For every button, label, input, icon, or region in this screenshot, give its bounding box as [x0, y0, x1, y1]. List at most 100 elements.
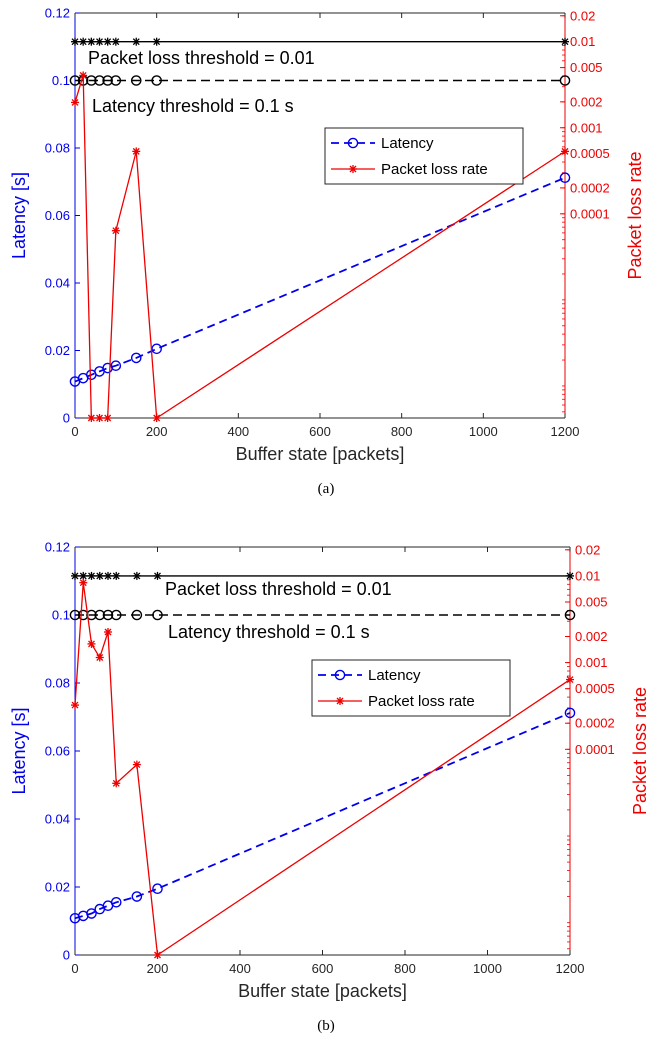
packet-loss-threshold-marker [95, 571, 104, 580]
latency-threshold-marker [110, 609, 122, 621]
latency-threshold-marker [69, 609, 81, 621]
latency-point [110, 897, 122, 908]
y-tick-label-right: 0.0005 [575, 681, 615, 696]
latency-threshold-marker [130, 75, 142, 86]
latency-point [564, 707, 576, 719]
latency-threshold-marker [94, 609, 106, 621]
latency-threshold-marker [102, 75, 113, 86]
packet-loss-threshold-marker [153, 571, 162, 580]
packet-loss-point [112, 779, 121, 788]
legend-box [324, 127, 524, 185]
packet-loss-series-line [74, 75, 566, 420]
y-tick-label-right: 0.0001 [570, 206, 610, 221]
packet-loss-threshold-marker [132, 37, 141, 46]
x-tick-label: 800 [394, 961, 416, 976]
latency-point [559, 172, 571, 183]
y-tick-label-left: 0.12 [45, 6, 70, 21]
latency-threshold-marker [131, 609, 143, 621]
packet-loss-point [79, 71, 88, 80]
packet-loss-point [566, 675, 574, 684]
packet-loss-threshold-marker [104, 571, 112, 580]
y-tick-label-right: 0.002 [570, 94, 603, 109]
x-tick-label: 600 [312, 961, 334, 976]
latency-threshold-marker [86, 75, 97, 86]
y-tick-label-left: 0 [63, 948, 70, 963]
y-tick-label-left: 0.02 [45, 343, 70, 358]
packet-loss-point [87, 414, 96, 422]
y-axis-label-left: Latency [s] [9, 172, 29, 259]
packet-loss-point [561, 147, 569, 156]
y-tick-label-left: 0.1 [52, 73, 70, 88]
packet-loss-point [103, 414, 112, 422]
latency-point [110, 360, 122, 371]
packet-loss-point [132, 760, 141, 769]
annotation-latency-threshold: Latency threshold = 0.1 s [92, 96, 294, 116]
legend-box [311, 659, 511, 717]
y-tick-label-right: 0.0002 [575, 716, 615, 731]
x-tick-label: 1000 [469, 424, 498, 439]
packet-loss-point [153, 951, 162, 959]
packet-loss-point [132, 147, 141, 156]
packet-loss-threshold-marker [132, 571, 141, 580]
packet-loss-threshold-marker [103, 37, 112, 46]
latency-threshold-marker [559, 75, 571, 86]
latency-threshold-marker [94, 75, 105, 86]
x-tick-label: 400 [229, 961, 251, 976]
y-tick-label-left: 0.04 [45, 812, 70, 827]
packet-loss-point [95, 414, 104, 422]
latency-point [151, 343, 162, 355]
x-tick-label: 1200 [551, 424, 580, 439]
packet-loss-threshold-marker [79, 37, 88, 46]
packet-loss-threshold-marker [71, 571, 79, 580]
latency-threshold-marker [110, 75, 122, 86]
chart-panel-b: 0 200 400 600 800 1000 1200 0 0.02 0.04 0.06 0.08 0.… [9, 540, 650, 1035]
legend-label-packet-loss: Packet loss rate [368, 693, 475, 710]
packet-loss-point [152, 414, 161, 422]
packet-loss-threshold-marker [152, 37, 161, 46]
packet-loss-point [71, 98, 79, 107]
y-tick-label-left: 0.08 [45, 676, 70, 691]
legend-marker-latency [334, 669, 346, 681]
y-tick-label-right: 0.02 [575, 542, 600, 557]
y-tick-label-right: 0.01 [575, 568, 600, 583]
latency-threshold-marker [86, 609, 97, 621]
y-tick-label-right: 0.0002 [570, 180, 610, 195]
panel-caption: (b) [317, 1018, 335, 1034]
legend-marker-packet-loss [349, 165, 357, 173]
y-tick-label-right: 0.01 [570, 34, 595, 49]
latency-threshold-marker [151, 75, 162, 86]
x-axis-label: Buffer state [packets] [238, 981, 407, 1001]
legend: Latency Packet loss rate [311, 659, 511, 717]
y-tick-label-left: 0.02 [45, 880, 70, 895]
packet-loss-point [111, 226, 120, 235]
legend-marker-packet-loss [336, 697, 344, 705]
packet-loss-threshold-marker [87, 37, 96, 46]
y-axis-label-left: Latency [s] [9, 707, 29, 794]
y-axis-label-right: Packet loss rate [625, 151, 645, 279]
latency-threshold-marker [102, 609, 114, 621]
y-tick-label-right: 0.005 [575, 594, 608, 609]
x-tick-label: 200 [147, 961, 169, 976]
y-tick-label-right: 0.001 [570, 120, 603, 135]
latency-point [152, 883, 163, 895]
packet-loss-threshold-marker [111, 37, 120, 46]
packet-loss-threshold-marker [112, 571, 121, 580]
legend-label-packet-loss: Packet loss rate [381, 161, 488, 178]
latency-threshold-marker [152, 609, 163, 621]
annotation-latency-threshold: Latency threshold = 0.1 s [168, 622, 370, 642]
latency-point [86, 908, 97, 919]
legend: Latency Packet loss rate [324, 127, 524, 185]
legend-marker-latency [347, 137, 359, 149]
latency-series-line [74, 176, 566, 383]
x-tick-label: 200 [146, 424, 168, 439]
x-tick-label: 400 [227, 424, 249, 439]
legend-label-latency: Latency [381, 135, 434, 152]
panel-caption: (a) [318, 481, 335, 497]
y-tick-label-right: 0.002 [575, 629, 608, 644]
y-axis-label-right: Packet loss rate [630, 687, 650, 815]
y-tick-label-left: 0.04 [45, 276, 70, 291]
x-tick-label: 0 [71, 424, 78, 439]
latency-series-line [74, 712, 571, 920]
